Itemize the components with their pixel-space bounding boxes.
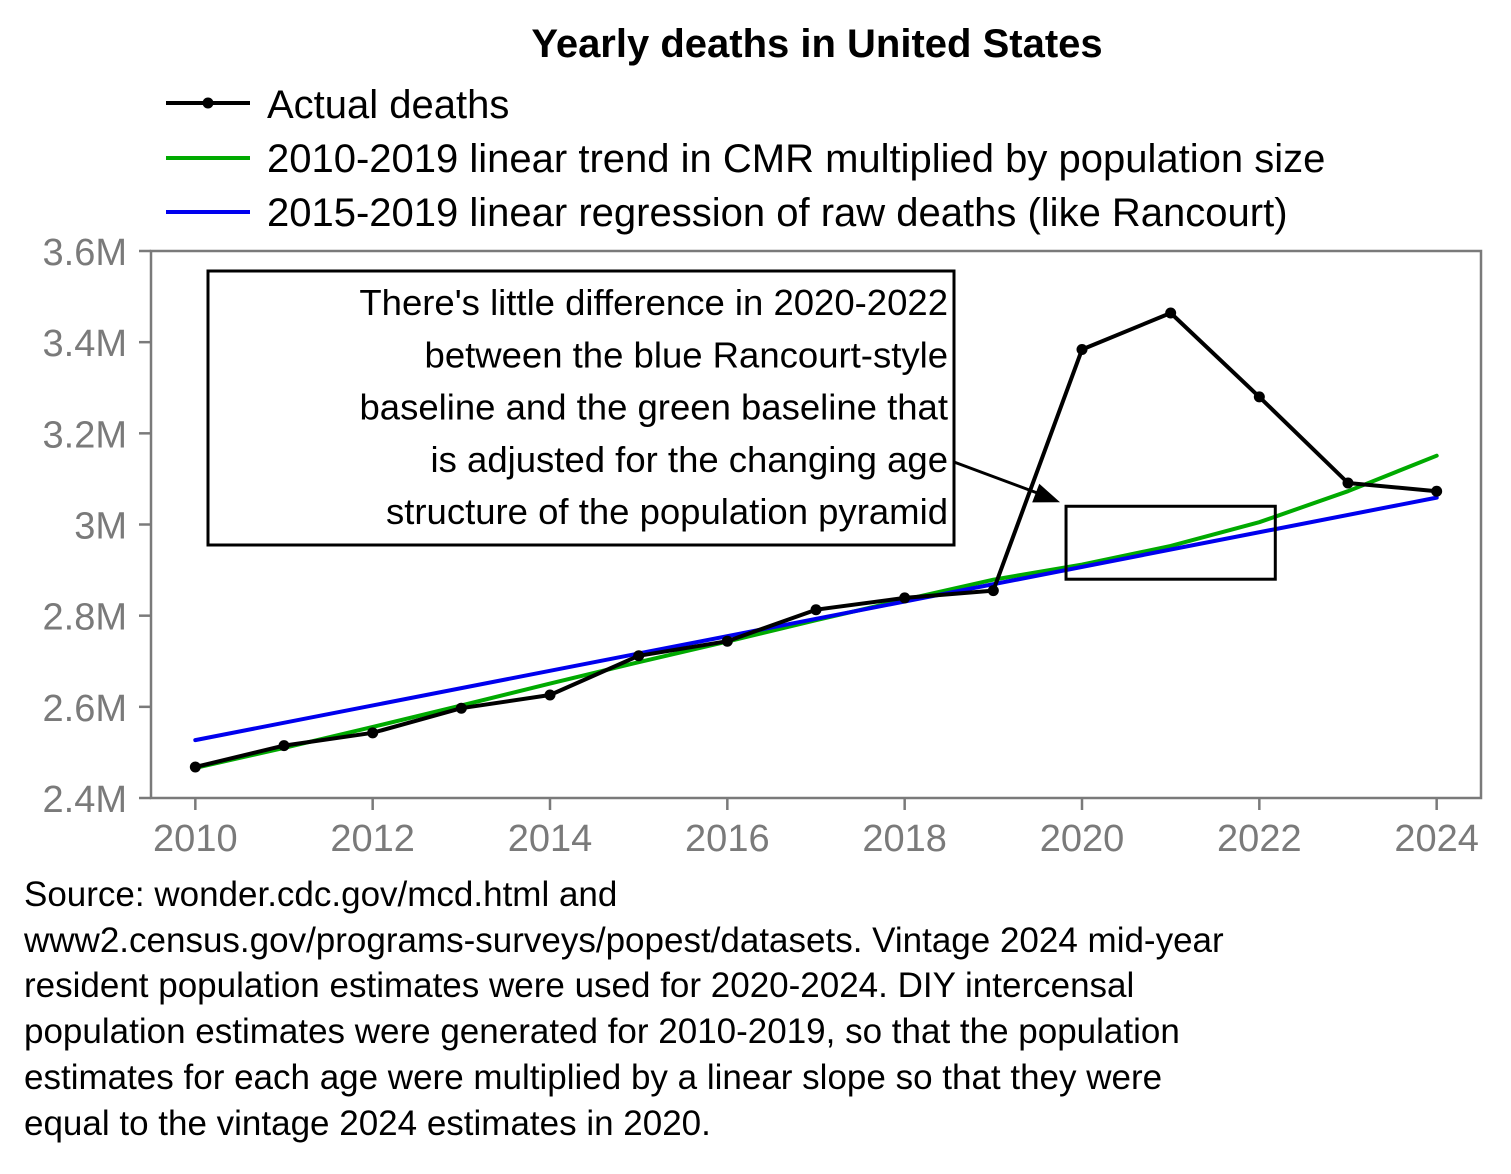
source-line: Source: wonder.cdc.gov/mcd.html and bbox=[24, 875, 618, 914]
x-tick-label: 2012 bbox=[330, 818, 415, 860]
source-note: Source: wonder.cdc.gov/mcd.html and www2… bbox=[24, 872, 1494, 1146]
annotation-box bbox=[206, 269, 956, 547]
data-point-actual-deaths bbox=[1342, 477, 1354, 489]
y-tick-label: 3M bbox=[74, 506, 127, 548]
annotation-text-line: is adjusted for the changing age bbox=[431, 439, 948, 480]
data-point-actual-deaths bbox=[987, 585, 999, 597]
y-tick-label: 3.2M bbox=[43, 414, 127, 456]
y-tick-label: 3.6M bbox=[43, 232, 127, 274]
annotation: There's little difference in 2020-2022 be… bbox=[206, 269, 1277, 581]
annotation-text-line: structure of the population pyramid bbox=[386, 491, 948, 532]
x-tick-label: 2014 bbox=[508, 818, 593, 860]
data-point-actual-deaths bbox=[810, 604, 822, 616]
source-line: resident population estimates were used … bbox=[24, 966, 1135, 1006]
chart-title: Yearly deaths in United States bbox=[531, 22, 1102, 66]
legend-label-cmr-trend: 2010-2019 linear trend in CMR multiplied… bbox=[267, 137, 1325, 181]
annotation-text-line: There's little difference in 2020-2022 bbox=[359, 282, 948, 323]
annotation-text-line: baseline and the green baseline that bbox=[359, 387, 948, 428]
legend-entry-rancourt-regression: 2015-2019 linear regression of raw death… bbox=[166, 191, 1288, 235]
y-tick-label: 2.8M bbox=[43, 597, 127, 639]
data-point-actual-deaths bbox=[721, 635, 733, 647]
data-point-actual-deaths bbox=[544, 689, 556, 701]
data-point-actual-deaths bbox=[1076, 343, 1088, 355]
legend-entry-cmr-trend: 2010-2019 linear trend in CMR multiplied… bbox=[166, 137, 1325, 181]
source-line: equal to the vintage 2024 estimates in 2… bbox=[24, 1103, 711, 1143]
annotation-arrow-head bbox=[1032, 483, 1061, 503]
legend-marker-actual-deaths bbox=[202, 97, 214, 109]
data-point-actual-deaths bbox=[1253, 391, 1265, 403]
data-point-actual-deaths bbox=[1165, 307, 1177, 319]
data-point-actual-deaths bbox=[189, 761, 201, 773]
data-point-actual-deaths bbox=[633, 650, 645, 662]
legend: Actual deaths 2010-2019 linear trend in … bbox=[166, 83, 1325, 235]
legend-label-rancourt-regression: 2015-2019 linear regression of raw death… bbox=[267, 191, 1288, 235]
y-tick-label: 3.4M bbox=[43, 323, 127, 365]
highlight-box bbox=[1064, 504, 1277, 581]
y-tick-label: 2.6M bbox=[43, 688, 127, 730]
legend-entry-actual-deaths: Actual deaths bbox=[166, 83, 509, 127]
x-tick-label: 2010 bbox=[153, 818, 238, 860]
y-axis: 2.4M 2.6M 2.8M 3M 3.2M 3.4M 3.6M bbox=[43, 232, 151, 821]
legend-label-actual-deaths: Actual deaths bbox=[267, 83, 509, 127]
x-tick-label: 2024 bbox=[1394, 818, 1479, 860]
data-point-actual-deaths bbox=[278, 740, 290, 752]
data-point-actual-deaths bbox=[367, 727, 379, 739]
chart: Yearly deaths in United States Actual de… bbox=[43, 22, 1483, 860]
annotation-arrow-line bbox=[953, 460, 1047, 498]
x-axis: 2010 2012 2014 2016 2018 2020 2022 2024 bbox=[153, 798, 1479, 860]
source-line: www2.census.gov/programs-surveys/popest/… bbox=[24, 920, 1224, 960]
x-tick-label: 2022 bbox=[1217, 818, 1302, 860]
x-tick-label: 2020 bbox=[1040, 818, 1125, 860]
x-tick-label: 2018 bbox=[862, 818, 947, 860]
annotation-text-line: between the blue Rancourt-style bbox=[425, 334, 948, 375]
data-point-actual-deaths bbox=[1431, 485, 1443, 497]
data-point-actual-deaths bbox=[455, 702, 467, 714]
series-layer bbox=[189, 307, 1443, 773]
series-line-rancourt-regression bbox=[193, 495, 1439, 743]
source-line: population estimates were generated for … bbox=[24, 1012, 1180, 1052]
y-tick-label: 2.4M bbox=[43, 779, 127, 821]
x-tick-label: 2016 bbox=[685, 818, 770, 860]
data-point-actual-deaths bbox=[899, 592, 911, 604]
source-line: estimates for each age were multiplied b… bbox=[24, 1057, 1163, 1097]
